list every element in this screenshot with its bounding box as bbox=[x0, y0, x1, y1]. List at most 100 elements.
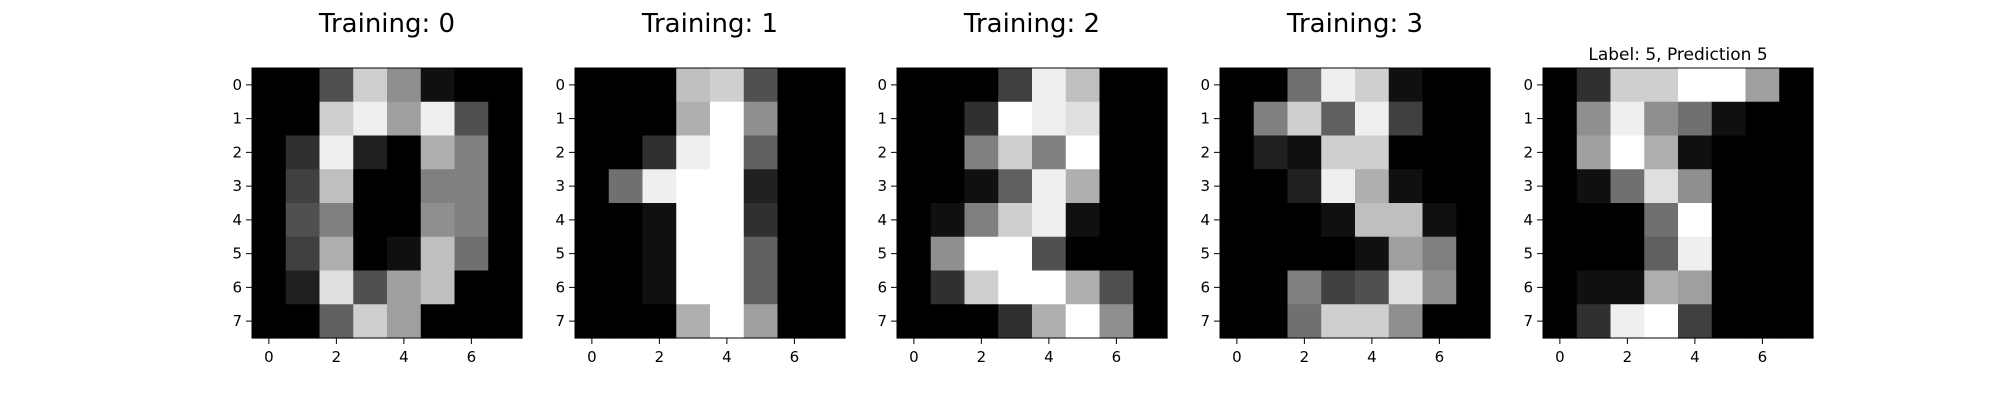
pixel-cell bbox=[1678, 203, 1713, 238]
pixel-cell bbox=[1133, 203, 1168, 238]
pixel-cell bbox=[777, 270, 812, 305]
pixel-cell bbox=[1779, 236, 1814, 272]
pixel-cell bbox=[676, 304, 711, 339]
pixel-cell bbox=[777, 169, 812, 204]
pixel-cell bbox=[1099, 304, 1134, 339]
pixel-cell bbox=[1543, 169, 1578, 204]
pixel-cell bbox=[1032, 169, 1067, 204]
pixel-cell bbox=[1065, 236, 1101, 272]
pixel-cell bbox=[1253, 101, 1289, 137]
pixel-cell bbox=[488, 169, 523, 204]
pixel-cell bbox=[608, 101, 644, 137]
pixel-cell bbox=[710, 236, 745, 272]
pixel-cell bbox=[1032, 203, 1067, 238]
pixel-cell bbox=[1355, 169, 1390, 204]
pixel-cell bbox=[811, 203, 846, 238]
pixel-cell bbox=[353, 203, 388, 238]
pixel-cell bbox=[676, 68, 711, 103]
pixel-cell bbox=[998, 236, 1033, 272]
pixel-cell bbox=[743, 236, 779, 272]
pixel-cell bbox=[1287, 203, 1322, 238]
x-tick-label: 0 bbox=[587, 348, 597, 366]
pixel-cell bbox=[964, 68, 999, 103]
pixel-cell bbox=[1321, 203, 1356, 238]
pixel-cell bbox=[710, 135, 745, 170]
axes-frame bbox=[896, 67, 1168, 339]
pixel-cell bbox=[387, 304, 422, 339]
pixel-cell bbox=[454, 135, 489, 170]
pixel-cell bbox=[743, 169, 779, 204]
y-tick-label: 5 bbox=[1200, 245, 1210, 263]
pixel-cell bbox=[1355, 68, 1390, 103]
pixel-cell bbox=[1388, 203, 1424, 238]
pixel-cell bbox=[1610, 236, 1645, 272]
pixel-cell bbox=[1321, 236, 1356, 272]
pixel-cell bbox=[897, 101, 932, 137]
x-tick-label: 2 bbox=[1623, 348, 1633, 366]
x-tick-label: 4 bbox=[1044, 348, 1054, 366]
pixel-cell bbox=[642, 68, 677, 103]
pixel-cell bbox=[964, 135, 999, 170]
pixel-cell bbox=[1422, 135, 1457, 170]
pixel-cell bbox=[1099, 236, 1134, 272]
pixel-cell bbox=[608, 304, 644, 339]
pixel-cell bbox=[1032, 135, 1067, 170]
pixel-cell bbox=[1711, 68, 1747, 103]
pixel-cell bbox=[676, 135, 711, 170]
pixel-cell bbox=[1220, 68, 1255, 103]
pixel-cell bbox=[1220, 203, 1255, 238]
pixel-cell bbox=[930, 135, 966, 170]
pixel-cell bbox=[998, 68, 1033, 103]
y-tick-label: 2 bbox=[1200, 143, 1210, 161]
y-tick-label: 0 bbox=[555, 76, 565, 94]
pixel-cell bbox=[353, 169, 388, 204]
pixel-cell bbox=[1253, 203, 1289, 238]
pixel-cell bbox=[1779, 135, 1814, 170]
pixel-cell bbox=[1456, 68, 1491, 103]
pixel-cell bbox=[353, 304, 388, 339]
pixel-cell bbox=[608, 135, 644, 170]
pixel-cell bbox=[1456, 236, 1491, 272]
panel-title: Training: 1 bbox=[641, 9, 778, 39]
x-tick-label: 6 bbox=[1435, 348, 1445, 366]
pixel-cell bbox=[1065, 270, 1101, 305]
pixel-cell bbox=[608, 270, 644, 305]
y-tick-label: 6 bbox=[555, 278, 565, 296]
pixel-cell bbox=[1576, 101, 1612, 137]
y-tick-label: 6 bbox=[1200, 278, 1210, 296]
pixel-cell bbox=[1456, 135, 1491, 170]
y-tick-label: 0 bbox=[877, 76, 887, 94]
pixel-cell bbox=[930, 270, 966, 305]
pixel-cell bbox=[1644, 203, 1679, 238]
pixel-cell bbox=[1644, 304, 1679, 339]
pixel-cell bbox=[743, 101, 779, 137]
pixel-cell bbox=[897, 169, 932, 204]
pixel-cell bbox=[897, 304, 932, 339]
pixel-cell bbox=[319, 169, 354, 204]
pixel-cell bbox=[608, 68, 644, 103]
pixel-cell bbox=[1610, 101, 1645, 137]
y-tick-label: 7 bbox=[232, 312, 242, 330]
pixel-cell bbox=[488, 135, 523, 170]
pixel-cell bbox=[897, 68, 932, 103]
pixel-cell bbox=[1355, 101, 1390, 137]
y-tick-label: 1 bbox=[555, 110, 565, 128]
x-tick-label: 2 bbox=[977, 348, 987, 366]
panel-title: Training: 3 bbox=[1286, 9, 1423, 39]
pixel-cell bbox=[353, 135, 388, 170]
pixel-cell bbox=[1133, 68, 1168, 103]
x-tick-label: 6 bbox=[1758, 348, 1768, 366]
pixel-cell bbox=[1576, 203, 1612, 238]
pixel-cell bbox=[1779, 68, 1814, 103]
digit-panel-1: Training: 1 0 2 4 6 0 1 2 3 4 5 6 7 bbox=[555, 9, 846, 366]
pixel-cell bbox=[420, 236, 456, 272]
y-tick-label: 5 bbox=[555, 245, 565, 263]
pixel-cell bbox=[1133, 135, 1168, 170]
pixel-cell bbox=[1576, 169, 1612, 204]
pixel-cell bbox=[998, 101, 1033, 137]
digit-panel-2: Training: 2 0 2 4 6 0 1 2 3 4 5 6 7 bbox=[877, 9, 1168, 366]
pixel-cell bbox=[642, 270, 677, 305]
pixel-cell bbox=[575, 304, 610, 339]
pixel-cell bbox=[1287, 68, 1322, 103]
panel-title: Training: 2 bbox=[963, 9, 1100, 39]
